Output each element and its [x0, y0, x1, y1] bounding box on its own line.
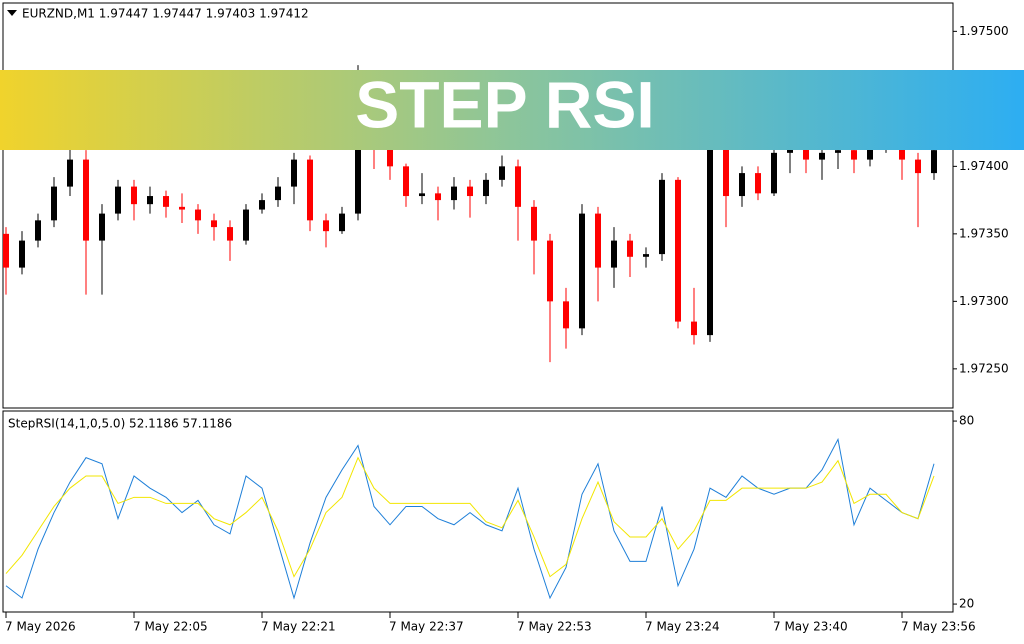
candle-body — [355, 112, 361, 214]
candle-body — [275, 186, 281, 201]
candle-body — [563, 301, 569, 329]
candle-body — [3, 233, 9, 268]
candle-body — [467, 186, 473, 197]
indicator-line — [5, 437, 935, 600]
candle-body — [259, 200, 265, 210]
candle-body — [723, 139, 729, 197]
banner: STEP RSI — [0, 67, 1024, 150]
y-tick-label: 1.97350 — [959, 226, 1009, 240]
candle-body — [435, 193, 441, 201]
candle-body — [579, 213, 585, 329]
candle-body — [867, 142, 873, 160]
candle-body — [739, 173, 745, 197]
candle-body — [931, 150, 937, 174]
candle-body — [771, 152, 777, 194]
candle-body — [163, 196, 169, 207]
candle-body — [915, 159, 921, 174]
candle-body — [99, 213, 105, 241]
candle-body — [515, 166, 521, 207]
candle-body — [211, 220, 217, 228]
candle-body — [387, 146, 393, 167]
banner-band — [0, 70, 1024, 150]
candle-body — [323, 220, 329, 232]
x-tick-label: 7 May 22:21 — [261, 620, 336, 634]
x-tick-label: 7 May 22:37 — [389, 620, 464, 634]
candle-body — [339, 213, 345, 232]
candle-body — [675, 179, 681, 322]
y-tick-label: 1.97400 — [959, 159, 1009, 173]
indicator-title: StepRSI(14,1,0,5.0) 52.1186 57.1186 — [8, 417, 232, 431]
candle-body — [67, 159, 73, 187]
x-tick-label: 7 May 22:05 — [133, 620, 208, 634]
candle-body — [51, 186, 57, 221]
candle-body — [35, 220, 41, 241]
candle-body — [659, 179, 665, 255]
candle-body — [83, 159, 89, 241]
candle-body — [179, 206, 185, 210]
candle-body — [643, 254, 649, 257]
candle-body — [131, 186, 137, 205]
candle-body — [755, 173, 761, 194]
candle-body — [403, 166, 409, 197]
candle-body — [147, 196, 153, 205]
candle-body — [803, 146, 809, 160]
candle-body — [419, 193, 425, 197]
candle-body — [627, 240, 633, 257]
y-tick-label: 1.97250 — [959, 361, 1009, 375]
y-tick-label: 1.97300 — [959, 294, 1009, 308]
candle-body — [819, 152, 825, 160]
candle-body — [595, 213, 601, 268]
candle-body — [851, 150, 857, 160]
banner-title: STEP RSI — [355, 67, 655, 141]
candle-body — [531, 206, 537, 241]
candle-body — [483, 179, 489, 197]
candle-body — [195, 209, 201, 221]
x-tick-label: 7 May 22:53 — [517, 620, 592, 634]
candle-body — [691, 321, 697, 336]
candle-body — [707, 139, 713, 336]
candle-body — [307, 159, 313, 221]
candle-body — [115, 186, 121, 214]
y-tick-label: 80 — [959, 414, 974, 428]
candle-body — [835, 150, 841, 153]
indicator-line — [5, 456, 935, 578]
indicator-panel — [2, 410, 954, 613]
y-tick-label: 1.97500 — [959, 24, 1009, 38]
plot: 1.97500 1.97400 1.97350 1.97300 1.97250 7 May… — [3, 24, 1009, 634]
y-tick-label: 20 — [959, 597, 974, 611]
candle-body — [291, 159, 297, 187]
candle-body — [451, 186, 457, 201]
x-tick-label: 7 May 2026 — [5, 620, 76, 634]
x-tick-label: 7 May 23:56 — [901, 620, 976, 634]
symbol-header: EURZND,M1 1.97447 1.97447 1.97403 1.9741… — [22, 7, 309, 21]
candle-body — [499, 166, 505, 180]
x-tick-label: 7 May 23:24 — [645, 620, 720, 634]
candle-body — [547, 240, 553, 302]
candle-body — [227, 227, 233, 241]
menu-arrow[interactable] — [7, 10, 17, 16]
candle-body — [19, 240, 25, 268]
candle-body — [243, 209, 249, 241]
candle-body — [611, 240, 617, 268]
x-tick-label: 7 May 23:40 — [773, 620, 848, 634]
main-panel — [2, 2, 954, 409]
